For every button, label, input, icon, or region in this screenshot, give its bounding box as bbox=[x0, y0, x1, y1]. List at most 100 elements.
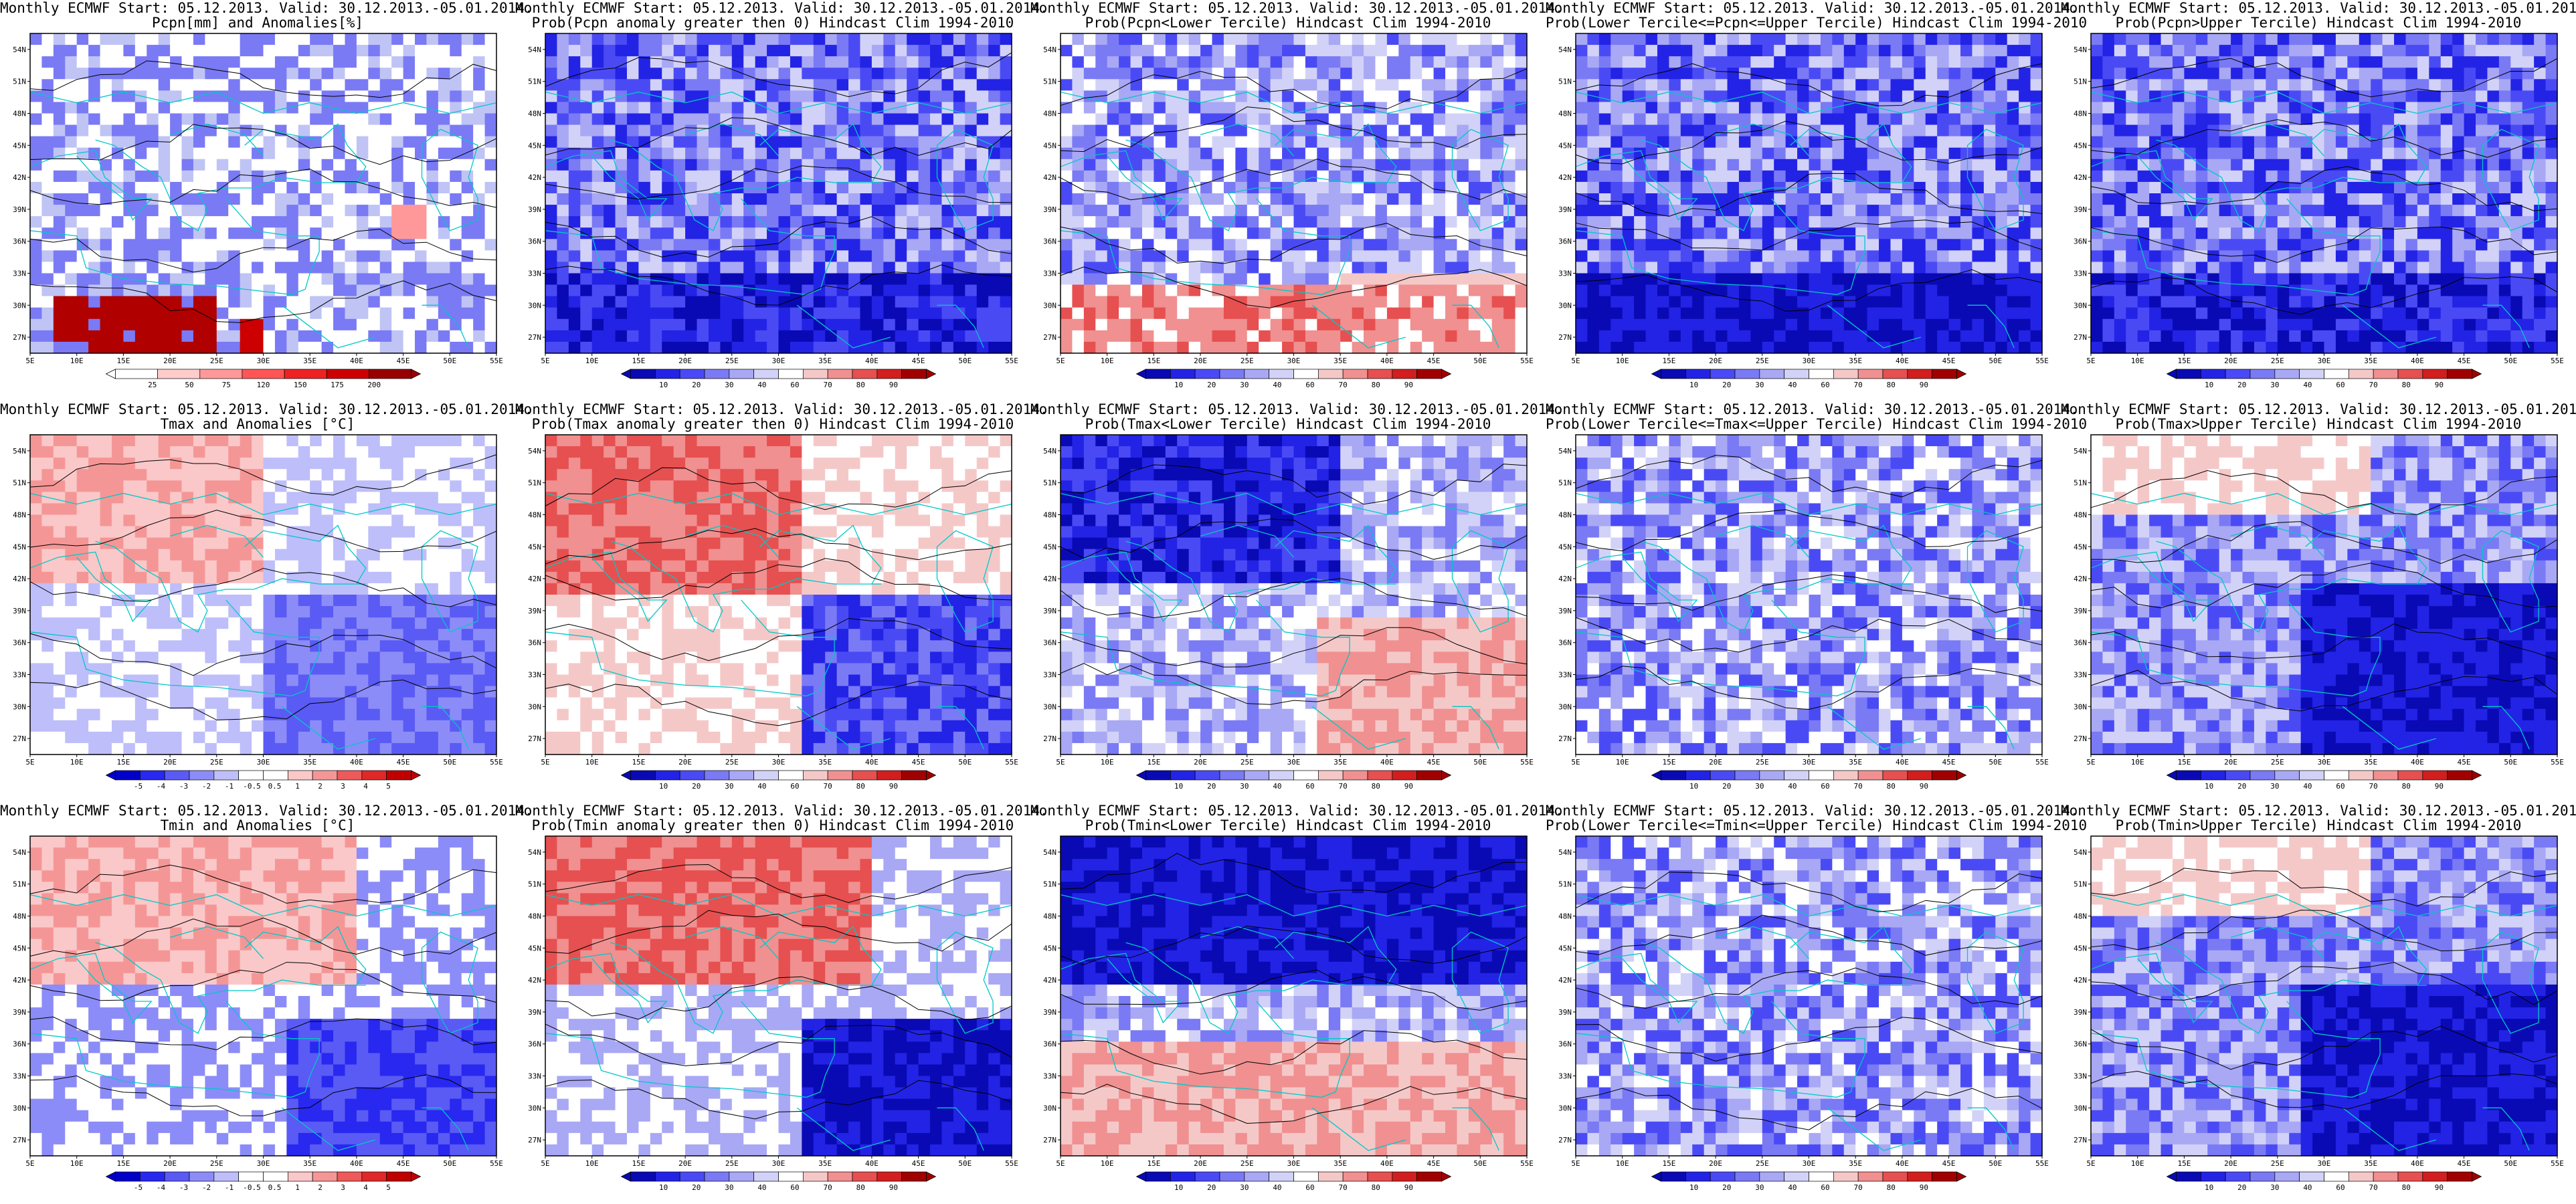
heat-cell bbox=[450, 90, 462, 103]
heat-cell bbox=[1843, 147, 1856, 160]
colorbar-swatch bbox=[1759, 369, 1785, 379]
heat-cell bbox=[1914, 124, 1926, 137]
heat-cell bbox=[240, 68, 252, 80]
heat-cell bbox=[976, 45, 989, 57]
heat-cell bbox=[1995, 227, 2008, 239]
heat-cell bbox=[100, 239, 112, 251]
heat-cell bbox=[123, 216, 136, 228]
heat-cell bbox=[836, 45, 849, 57]
contour-line bbox=[29, 169, 497, 208]
heat-cell bbox=[697, 239, 709, 251]
heat-cell bbox=[147, 159, 159, 171]
heat-cell bbox=[438, 205, 450, 217]
heat-cell bbox=[697, 307, 709, 320]
heat-cell bbox=[1692, 273, 1705, 286]
heat-cell bbox=[580, 284, 593, 297]
heat-cell bbox=[426, 318, 439, 331]
heat-cell bbox=[134, 33, 147, 45]
heat-cell bbox=[1937, 250, 1950, 263]
heat-cell bbox=[1433, 205, 1446, 217]
heat-cell bbox=[1692, 147, 1705, 160]
heat-cell bbox=[1212, 79, 1224, 91]
heat-cell bbox=[100, 262, 112, 274]
heat-cell bbox=[1072, 227, 1085, 239]
heat-cell bbox=[743, 124, 756, 137]
heat-cell bbox=[379, 307, 392, 320]
heat-cell bbox=[2019, 45, 2031, 57]
heat-cell bbox=[286, 45, 299, 57]
heat-cell bbox=[697, 330, 709, 342]
heat-cell bbox=[1188, 113, 1201, 126]
heat-cell bbox=[415, 33, 428, 45]
heat-cell bbox=[2510, 33, 2523, 45]
heat-cell bbox=[2195, 79, 2208, 91]
heat-cell bbox=[976, 284, 989, 297]
heat-cell bbox=[76, 296, 89, 308]
heat-cell bbox=[1948, 227, 1961, 239]
heat-cell bbox=[1972, 273, 1985, 286]
heat-cell bbox=[1119, 181, 1131, 194]
heat-cell bbox=[1855, 341, 1868, 354]
heat-cell bbox=[1317, 102, 1329, 114]
heat-cell bbox=[755, 56, 767, 68]
heat-cell bbox=[345, 68, 357, 80]
heat-cell bbox=[426, 181, 439, 194]
x-tick-label: 15E bbox=[632, 357, 645, 365]
heat-cell bbox=[1270, 330, 1283, 342]
heat-cell bbox=[1727, 341, 1740, 354]
heat-cell bbox=[895, 113, 907, 126]
heat-cell bbox=[1352, 284, 1364, 297]
heat-cell bbox=[650, 68, 662, 80]
colorbar-end bbox=[926, 369, 937, 379]
heat-cell bbox=[1072, 79, 1085, 91]
heat-cell bbox=[965, 296, 978, 308]
heat-cell bbox=[1716, 56, 1728, 68]
heat-cell bbox=[1809, 33, 1821, 45]
heat-cell bbox=[1716, 79, 1728, 91]
heat-cell bbox=[193, 330, 205, 342]
heat-cell bbox=[1867, 170, 1879, 183]
heat-cell bbox=[88, 296, 101, 308]
heat-cell bbox=[1364, 170, 1376, 183]
heat-cell bbox=[1914, 284, 1926, 297]
coastline bbox=[684, 123, 779, 157]
heat-cell bbox=[1622, 262, 1635, 274]
heat-cell bbox=[930, 318, 943, 331]
heat-cell bbox=[1750, 45, 1763, 57]
heat-cell bbox=[1515, 330, 1528, 342]
heat-cell bbox=[1645, 239, 1658, 251]
heat-cell bbox=[1843, 193, 1856, 205]
heat-cell bbox=[895, 284, 907, 297]
heat-cell bbox=[1785, 136, 1798, 148]
heat-cell bbox=[286, 296, 299, 308]
heat-cell bbox=[1165, 170, 1178, 183]
heat-cell bbox=[638, 113, 651, 126]
heat-cell bbox=[1491, 124, 1504, 137]
heat-cell bbox=[1468, 136, 1481, 148]
heat-cell bbox=[1622, 56, 1635, 68]
heatmap-cells bbox=[1061, 33, 1528, 354]
heat-cell bbox=[1622, 113, 1635, 126]
heat-cell bbox=[976, 79, 989, 91]
heat-cell bbox=[1983, 102, 1996, 114]
heat-cell bbox=[1832, 341, 1845, 354]
heat-cell bbox=[1576, 170, 1588, 183]
heat-cell bbox=[426, 330, 439, 342]
heat-cell bbox=[1750, 318, 1763, 331]
y-tick-label: 33N bbox=[1043, 270, 1056, 278]
heat-cell bbox=[790, 113, 802, 126]
heat-cell bbox=[263, 68, 276, 80]
heat-cell bbox=[778, 341, 791, 354]
heat-cell bbox=[1515, 296, 1528, 308]
heat-cell bbox=[1177, 262, 1190, 274]
heat-cell bbox=[1785, 79, 1798, 91]
heat-cell bbox=[720, 296, 733, 308]
heat-cell bbox=[1598, 250, 1611, 263]
heat-cell bbox=[708, 159, 721, 171]
heat-cell bbox=[650, 318, 662, 331]
heat-cell bbox=[638, 296, 651, 308]
heat-cell bbox=[1774, 170, 1786, 183]
heat-cell bbox=[88, 33, 101, 45]
heat-cell bbox=[1843, 79, 1856, 91]
heat-cell bbox=[802, 124, 814, 137]
